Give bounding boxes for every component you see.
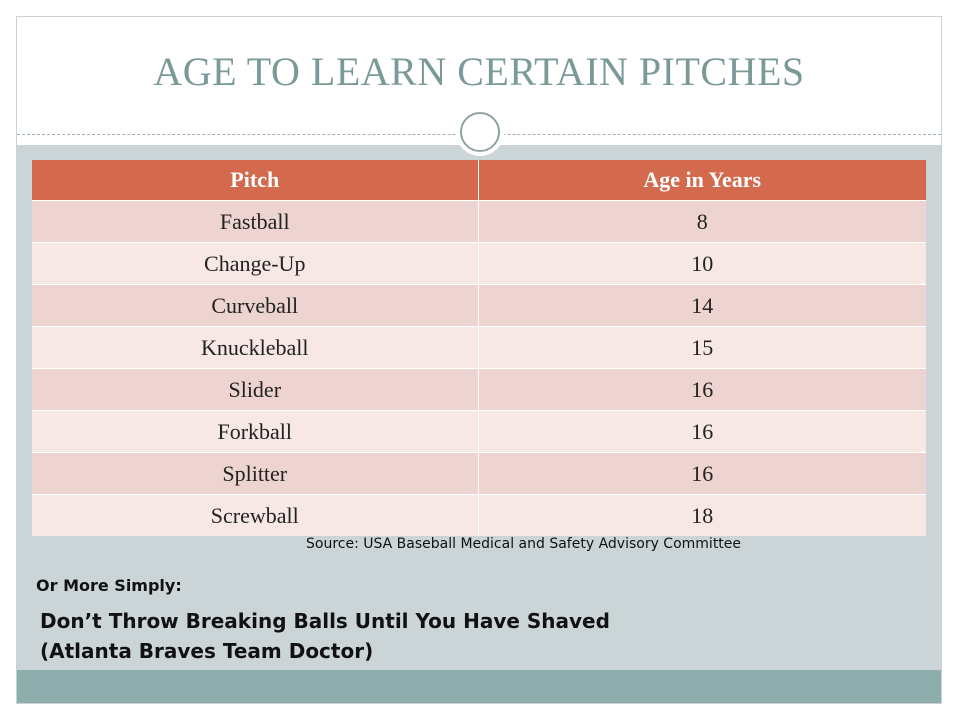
pitch-cell: Forkball bbox=[32, 410, 479, 453]
table-row: Splitter 16 bbox=[32, 452, 926, 495]
circle-medallion-icon bbox=[456, 108, 504, 156]
footer-bar bbox=[17, 670, 941, 704]
table-row: Forkball 16 bbox=[32, 410, 926, 453]
pitch-age-table: Pitch Age in Years Fastball 8 Change-Up … bbox=[32, 160, 926, 536]
pitch-cell: Fastball bbox=[32, 200, 479, 243]
pitch-cell: Curveball bbox=[32, 284, 479, 327]
header-pitch: Pitch bbox=[32, 160, 479, 201]
age-cell: 8 bbox=[478, 200, 926, 243]
source-citation: Source: USA Baseball Medical and Safety … bbox=[306, 536, 742, 552]
slide-frame bbox=[16, 16, 942, 704]
pitch-cell: Change-Up bbox=[32, 242, 479, 285]
header-age: Age in Years bbox=[478, 160, 926, 201]
table-header-row: Pitch Age in Years bbox=[32, 160, 926, 201]
age-cell: 16 bbox=[478, 452, 926, 495]
pitch-cell: Splitter bbox=[32, 452, 479, 495]
pitch-cell: Knuckleball bbox=[32, 326, 479, 369]
age-cell: 16 bbox=[478, 410, 926, 453]
pitch-cell: Slider bbox=[32, 368, 479, 411]
slide-title: AGE TO LEARN CERTAIN PITCHES bbox=[153, 49, 805, 94]
pitch-cell: Screwball bbox=[32, 494, 479, 536]
age-cell: 15 bbox=[478, 326, 926, 369]
age-cell: 14 bbox=[478, 284, 926, 327]
table-row: Change-Up 10 bbox=[32, 242, 926, 285]
table-row: Knuckleball 15 bbox=[32, 326, 926, 369]
or-more-simply-label: Or More Simply: bbox=[36, 576, 182, 595]
table-row: Curveball 14 bbox=[32, 284, 926, 327]
table-row: Slider 16 bbox=[32, 368, 926, 411]
quote-line-1: Don’t Throw Breaking Balls Until You Hav… bbox=[40, 609, 610, 633]
table-row: Screwball 18 bbox=[32, 494, 926, 536]
quote-attribution: (Atlanta Braves Team Doctor) bbox=[40, 639, 374, 663]
quote-block: Don’t Throw Breaking Balls Until You Hav… bbox=[40, 606, 610, 666]
age-cell: 18 bbox=[478, 494, 926, 536]
age-cell: 16 bbox=[478, 368, 926, 411]
age-cell: 10 bbox=[478, 242, 926, 285]
table-row: Fastball 8 bbox=[32, 200, 926, 243]
medallion-ring bbox=[460, 112, 500, 152]
